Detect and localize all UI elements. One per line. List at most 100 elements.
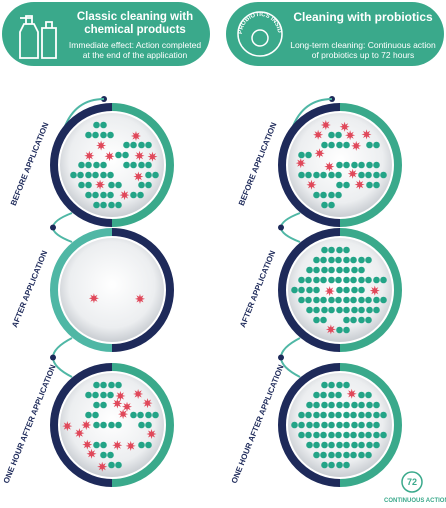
bacteria — [343, 257, 350, 264]
bacteria — [305, 277, 312, 284]
bacteria — [321, 462, 328, 469]
bacteria — [343, 247, 350, 254]
bacteria — [373, 422, 380, 429]
bacteria — [380, 172, 387, 179]
bacteria — [107, 192, 114, 199]
bacteria — [130, 162, 137, 169]
bacteria — [321, 247, 328, 254]
bacteria — [358, 267, 365, 274]
bacteria — [321, 307, 328, 314]
bacteria — [366, 422, 373, 429]
bacteria — [335, 277, 342, 284]
bacteria — [306, 442, 313, 449]
bacteria — [320, 297, 327, 304]
bacteria — [343, 317, 350, 324]
bacteria — [380, 432, 387, 439]
bacteria — [313, 267, 320, 274]
footer-number: 72 — [407, 477, 417, 487]
bacteria — [343, 382, 350, 389]
bacteria — [107, 392, 114, 399]
bacteria — [321, 142, 328, 149]
bacteria — [306, 287, 313, 294]
bacteria — [343, 307, 350, 314]
bacteria — [380, 412, 387, 419]
bacteria — [107, 132, 114, 139]
bacteria — [328, 142, 335, 149]
bacteria — [115, 382, 122, 389]
bacteria — [321, 402, 328, 409]
bacteria — [336, 422, 343, 429]
stage-label: AFTER APPLICATION — [10, 249, 49, 329]
bacteria — [350, 297, 357, 304]
bacteria — [92, 412, 99, 419]
connector-dot — [278, 355, 284, 361]
bacteria — [343, 287, 350, 294]
bacteria — [313, 422, 320, 429]
bacteria — [373, 432, 380, 439]
bacteria — [336, 142, 343, 149]
bacteria — [336, 442, 343, 449]
bacteria — [343, 442, 350, 449]
bacteria — [321, 442, 328, 449]
bacteria — [351, 442, 358, 449]
bacteria — [365, 317, 372, 324]
bacteria — [335, 192, 342, 199]
bacteria — [85, 412, 92, 419]
bacteria — [351, 307, 358, 314]
bacteria — [145, 162, 152, 169]
bacteria — [328, 307, 335, 314]
bacteria — [366, 307, 373, 314]
bacteria — [358, 277, 365, 284]
bacteria — [336, 307, 343, 314]
bacteria — [358, 402, 365, 409]
bacteria — [366, 142, 373, 149]
bacteria — [328, 277, 335, 284]
bacteria — [358, 172, 365, 179]
bacteria — [85, 392, 92, 399]
bacteria — [320, 412, 327, 419]
bacteria — [305, 432, 312, 439]
bacteria — [93, 202, 100, 209]
bacteria — [85, 182, 92, 189]
bacteria — [137, 192, 144, 199]
bacteria — [138, 142, 145, 149]
bacteria — [298, 412, 305, 419]
bacteria — [351, 287, 358, 294]
bacteria — [366, 182, 373, 189]
bacteria — [92, 172, 99, 179]
bacteria — [313, 452, 320, 459]
bacteria — [365, 452, 372, 459]
bacteria — [122, 152, 129, 159]
bacteria — [313, 442, 320, 449]
bacteria — [298, 152, 305, 159]
bacteria — [343, 182, 350, 189]
bacteria — [145, 182, 152, 189]
bacteria — [358, 317, 365, 324]
bacteria — [321, 267, 328, 274]
bacteria — [328, 247, 335, 254]
bacteria — [336, 247, 343, 254]
bacteria — [328, 402, 335, 409]
bacteria — [313, 307, 320, 314]
bacteria — [328, 192, 335, 199]
bacteria — [350, 257, 357, 264]
bacteria — [320, 432, 327, 439]
bacteria — [107, 452, 114, 459]
dish — [53, 366, 171, 484]
bacteria — [100, 172, 107, 179]
bacteria — [358, 422, 365, 429]
bacteria — [78, 182, 85, 189]
bacteria — [320, 172, 327, 179]
bacteria — [321, 382, 328, 389]
footer-label: CONTINUOUS ACTION — [384, 498, 446, 504]
bacteria — [145, 422, 152, 429]
bacteria — [93, 422, 100, 429]
bacteria — [328, 382, 335, 389]
bacteria — [358, 432, 365, 439]
bacteria — [306, 307, 313, 314]
bacteria — [373, 307, 380, 314]
bacteria — [366, 162, 373, 169]
bacteria — [358, 307, 365, 314]
bacteria — [336, 382, 343, 389]
bacteria — [145, 412, 152, 419]
